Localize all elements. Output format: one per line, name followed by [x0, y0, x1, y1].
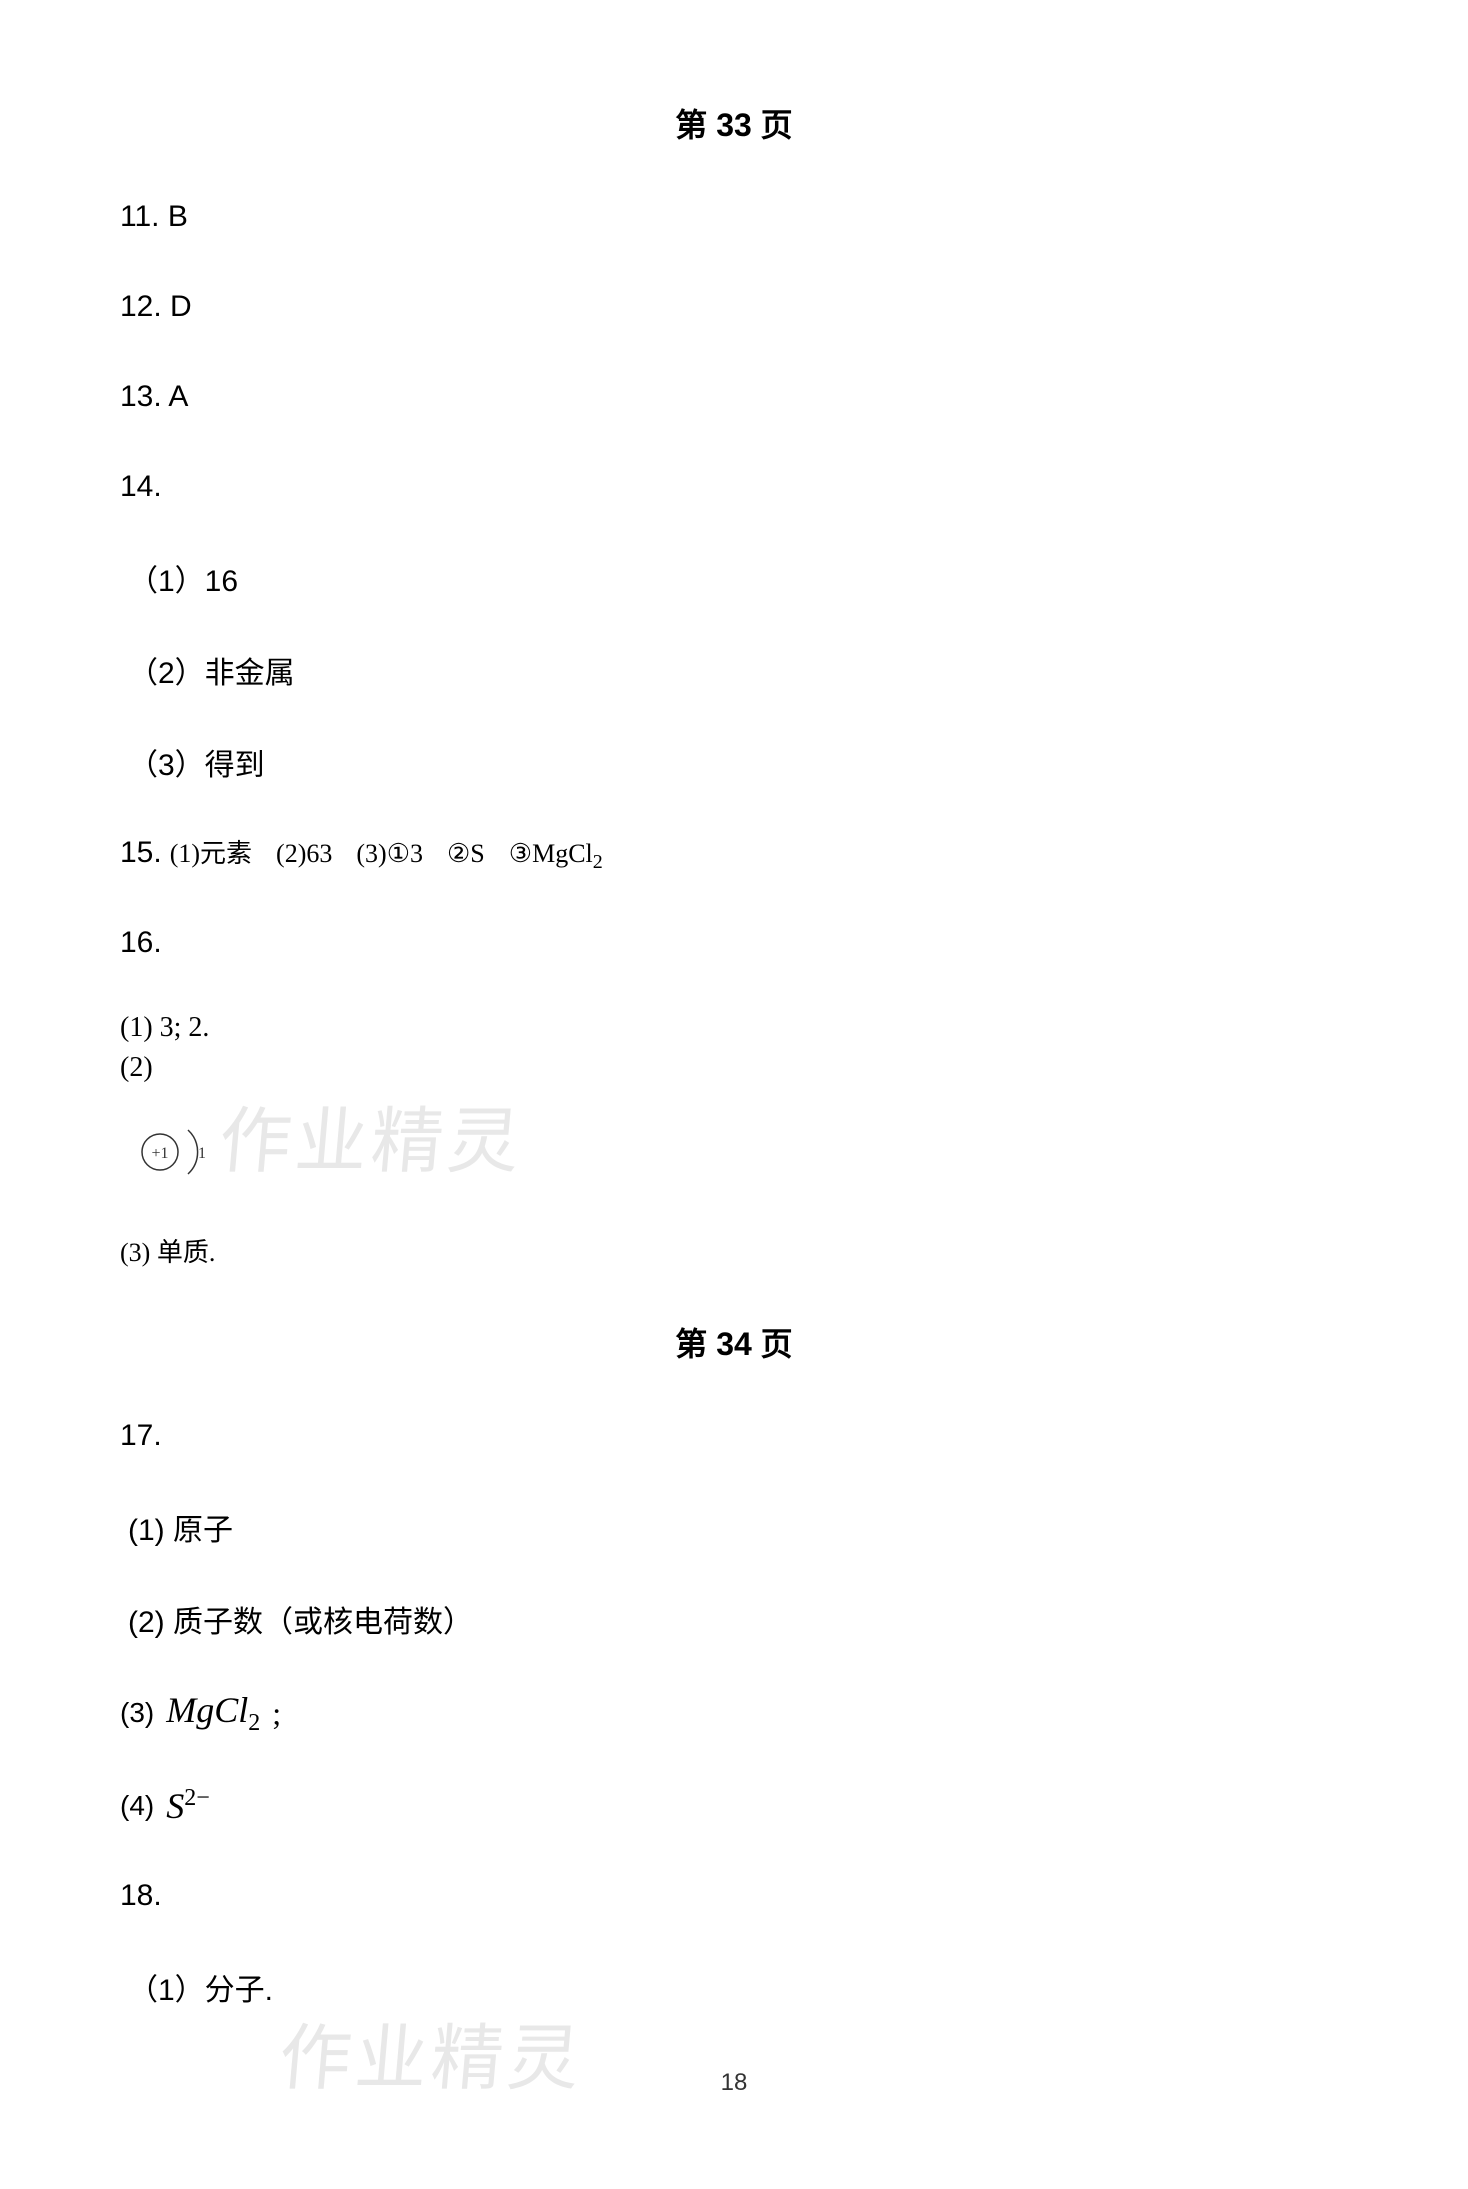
- q17-sub3-label: (3): [120, 1697, 154, 1729]
- answer-q16-sub3: (3) 单质.: [120, 1232, 1348, 1269]
- answer-q15-p4: ②S: [447, 839, 485, 869]
- answer-q17-sub1: (1) 原子: [120, 1505, 1348, 1549]
- q17-sub3-semicolon: ;: [272, 1695, 281, 1732]
- footer-page-number: 18: [721, 2069, 748, 2097]
- answer-q15-p2: (2)63: [276, 839, 332, 869]
- page-container: 第 33 页 11. B 12. D 13. A 14. （1）16 （2）非金…: [0, 0, 1468, 2189]
- page-34-header: 第 34 页: [120, 1319, 1348, 1365]
- formula-sup: 2−: [184, 1785, 210, 1811]
- answer-q17-sub3: (3) MgCl2 ;: [120, 1689, 1348, 1737]
- q17-sub3-formula: MgCl2: [166, 1689, 260, 1737]
- formula-c: C: [214, 1690, 238, 1730]
- answer-q12: 12. D: [120, 286, 1348, 328]
- answer-q15-p3: (3)①3: [356, 839, 423, 869]
- answer-q13: 13. A: [120, 376, 1348, 418]
- formula-s: S: [166, 1786, 184, 1826]
- formula-m: M: [166, 1690, 196, 1730]
- answer-q18-sub1: （1）分子.: [120, 1965, 1348, 2009]
- formula-l: l: [238, 1690, 248, 1730]
- answer-q14-label: 14.: [120, 466, 1348, 508]
- watermark-text-2: 作业精灵: [275, 1999, 588, 2104]
- q17-sub4-label: (4): [120, 1790, 154, 1822]
- answer-q15-p1: (1)元素: [170, 833, 252, 870]
- formula-g: g: [196, 1690, 214, 1730]
- answer-q18-label: 18.: [120, 1875, 1348, 1917]
- watermark-container-1: +1 1 作业精灵: [120, 1092, 1348, 1212]
- q15-mgcl-prefix: ③MgCl: [509, 839, 593, 868]
- answer-q11: 11. B: [120, 196, 1348, 238]
- atom-diagram-icon: +1 1: [120, 1112, 240, 1192]
- answer-q15-p5: ③MgCl2: [509, 839, 603, 874]
- answer-q15: 15. (1)元素 (2)63 (3)①3 ②S ③MgCl2: [120, 832, 1348, 874]
- svg-text:+1: +1: [151, 1145, 168, 1162]
- answer-q17-sub2: (2) 质子数（或核电荷数）: [120, 1597, 1348, 1641]
- answer-q17-label: 17.: [120, 1415, 1348, 1457]
- watermark-text-1: 作业精灵: [215, 1082, 528, 1187]
- q15-mgcl-sub: 2: [593, 851, 603, 873]
- answer-q17-sub4: (4) S2−: [120, 1785, 1348, 1827]
- footer-container: 作业精灵 18: [120, 2029, 1348, 2129]
- page-33-header: 第 33 页: [120, 100, 1348, 146]
- answer-q16-sub2: (2): [120, 1052, 1348, 1084]
- answer-q14-sub3: （3）得到: [120, 740, 1348, 784]
- q17-sub4-formula: S2−: [166, 1785, 210, 1827]
- answer-q16-label: 16.: [120, 922, 1348, 964]
- formula-sub2: 2: [248, 1710, 260, 1736]
- answer-q14-sub2: （2）非金属: [120, 648, 1348, 692]
- answer-q16-sub1: (1) 3; 2.: [120, 1012, 1348, 1044]
- answer-q14-sub1: （1）16: [120, 556, 1348, 600]
- answer-q15-label: 15.: [120, 832, 162, 874]
- svg-text:1: 1: [198, 1145, 206, 1162]
